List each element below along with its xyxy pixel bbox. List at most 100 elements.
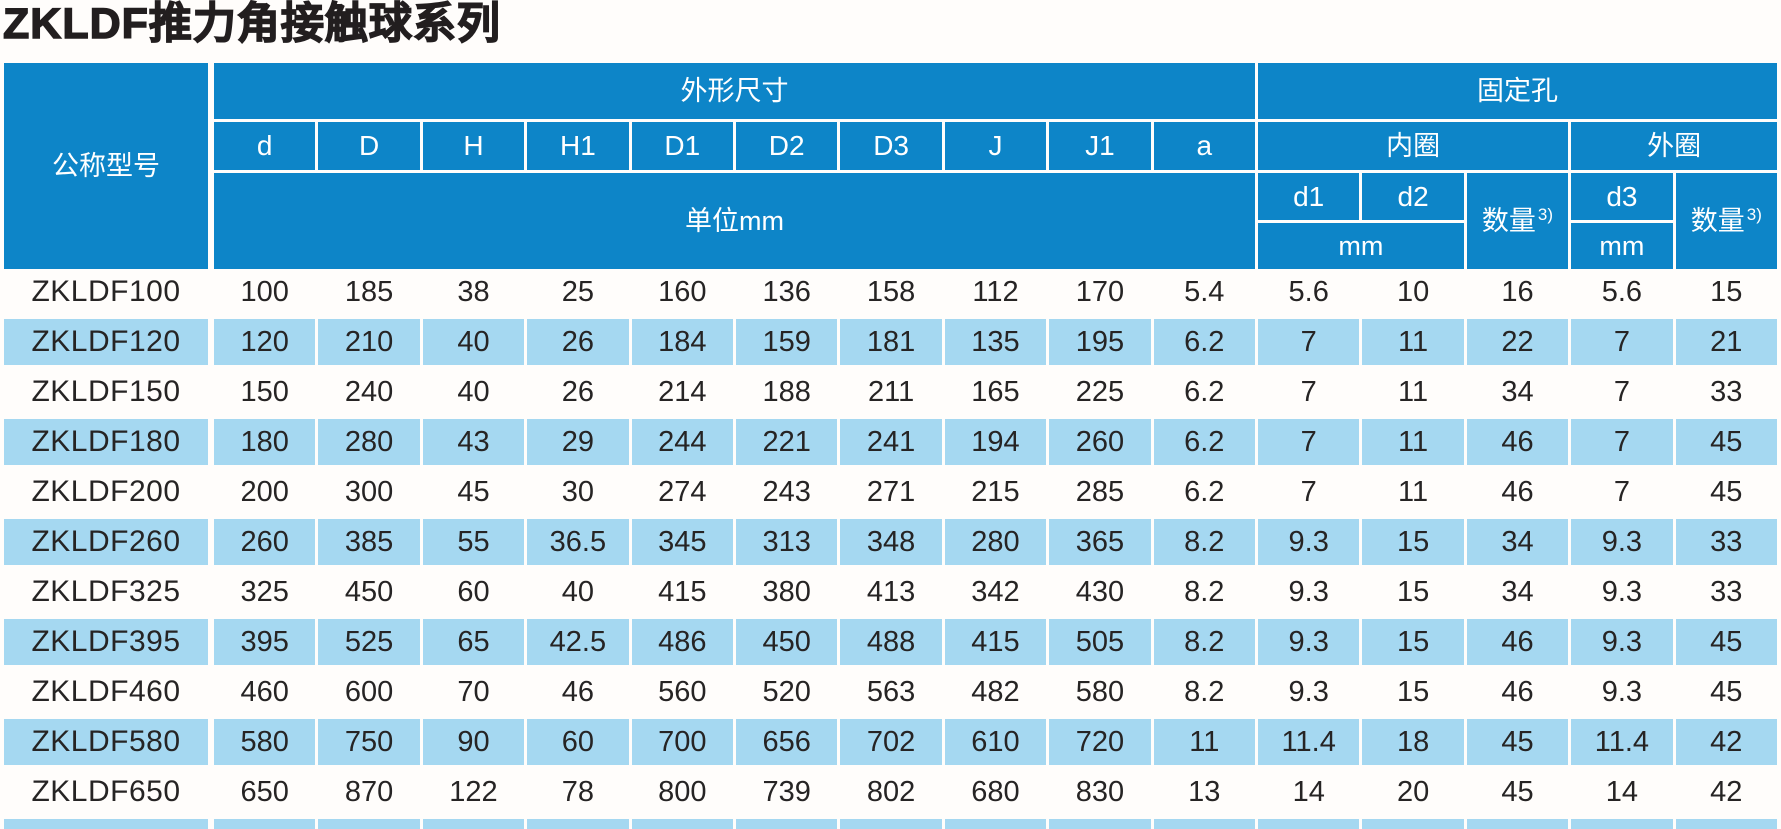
value-cell: 610 xyxy=(944,719,1047,766)
model-cell: ZKLDF100 xyxy=(31,275,181,309)
value-cell: 14 xyxy=(1605,775,1639,808)
header-col-D3: D3 xyxy=(840,122,942,171)
value-cell: 45 xyxy=(1710,475,1743,508)
value-cell: 395 xyxy=(214,619,316,666)
header-model: 公称型号 xyxy=(4,63,208,270)
value-cell: 380 xyxy=(762,575,811,608)
value-cell: 45 xyxy=(1466,719,1569,766)
value-cell: 9.3 xyxy=(1258,619,1360,666)
header-col-H: H xyxy=(422,122,525,171)
value-cell: 22 xyxy=(1466,319,1569,366)
value-cell: 55 xyxy=(422,519,525,566)
value-cell xyxy=(1258,819,1360,829)
value-cell: 46 xyxy=(1501,675,1534,708)
value-cell: 520 xyxy=(762,675,811,708)
value-cell: 46 xyxy=(561,675,595,708)
value-cell: 100 xyxy=(240,275,289,308)
value-cell: 34 xyxy=(1501,575,1534,608)
value-cell: 45 xyxy=(1710,675,1743,708)
value-cell: 18 xyxy=(1362,719,1464,766)
qty-label: 数量 xyxy=(1481,205,1536,236)
value-cell xyxy=(1153,819,1255,829)
value-cell: 241 xyxy=(840,419,942,466)
table-row-partial xyxy=(4,819,1777,829)
value-cell xyxy=(1571,819,1673,829)
value-cell: 15 xyxy=(1710,275,1743,308)
header-col-d1: d1 xyxy=(1258,173,1360,221)
value-cell: 5.6 xyxy=(1601,275,1643,308)
value-cell: 33 xyxy=(1675,519,1777,566)
value-cell: 9.3 xyxy=(1288,575,1329,608)
value-cell: 415 xyxy=(658,575,707,608)
value-cell: 243 xyxy=(762,475,811,508)
value-cell: 30 xyxy=(561,475,595,508)
value-cell: 214 xyxy=(658,375,707,408)
value-cell: 42 xyxy=(1710,775,1743,808)
value-cell: 7 xyxy=(1300,475,1317,508)
value-cell xyxy=(1049,819,1151,829)
value-cell: 184 xyxy=(631,319,733,366)
table-row: ZKLDF200 200 300 45 30 274 243 271 215 285 6.2 7 11 4… xyxy=(4,469,1777,515)
value-cell: 580 xyxy=(214,719,316,766)
value-cell: 45 xyxy=(457,475,490,508)
table-row: ZKLDF100 100 185 38 25 160 136 158 112 170 5.4 5.6 1… xyxy=(4,269,1777,315)
value-cell: 46 xyxy=(1501,475,1534,508)
value-cell: 325 xyxy=(240,575,289,608)
value-cell: 160 xyxy=(658,275,707,308)
value-cell: 78 xyxy=(561,775,595,808)
header-group-dimensions: 外形尺寸 xyxy=(214,63,1255,120)
value-cell: 274 xyxy=(658,475,707,508)
value-cell: 600 xyxy=(344,675,394,708)
value-cell: 46 xyxy=(1466,619,1569,666)
table-row: ZKLDF580 580 750 90 60 700 656 702 610 720 11 11.4 1… xyxy=(4,719,1777,766)
value-cell: 150 xyxy=(240,375,289,408)
value-cell: 488 xyxy=(840,619,942,666)
value-cell: 720 xyxy=(1049,719,1151,766)
value-cell: 38 xyxy=(457,275,490,308)
table-row: ZKLDF650 650 870 122 78 800 739 802 680 830 13 14 20… xyxy=(4,769,1777,815)
value-cell: 60 xyxy=(457,575,490,608)
value-cell: 25 xyxy=(561,275,595,308)
model-cell: ZKLDF150 xyxy=(31,375,181,409)
value-cell: 460 xyxy=(240,675,289,708)
value-cell: 60 xyxy=(527,719,629,766)
value-cell: 34 xyxy=(1466,519,1569,566)
value-cell xyxy=(1675,819,1777,829)
value-cell: 40 xyxy=(457,375,490,408)
value-cell: 482 xyxy=(971,675,1020,708)
value-cell: 33 xyxy=(1710,575,1743,608)
value-cell: 195 xyxy=(1049,319,1151,366)
value-cell: 211 xyxy=(867,375,915,408)
value-cell: 9.3 xyxy=(1601,575,1643,608)
value-cell: 5.6 xyxy=(1288,275,1329,308)
value-cell: 260 xyxy=(1049,419,1151,466)
value-cell: 280 xyxy=(944,519,1047,566)
value-cell: 7 xyxy=(1571,319,1673,366)
value-cell: 525 xyxy=(318,619,420,666)
value-cell: 800 xyxy=(658,775,707,808)
header-col-J: J xyxy=(944,122,1047,171)
header-mm-inner: mm xyxy=(1258,223,1464,270)
value-cell: 5.4 xyxy=(1184,275,1225,308)
value-cell: 8.2 xyxy=(1184,675,1225,708)
value-cell: 8.2 xyxy=(1153,519,1255,566)
value-cell: 9.3 xyxy=(1258,519,1360,566)
value-cell: 240 xyxy=(344,375,394,408)
value-cell: 415 xyxy=(944,619,1047,666)
value-cell: 680 xyxy=(971,775,1020,808)
value-cell: 159 xyxy=(736,319,838,366)
value-cell: 42.5 xyxy=(527,619,629,666)
value-cell: 9.3 xyxy=(1571,519,1673,566)
value-cell: 120 xyxy=(214,319,316,366)
value-cell: 165 xyxy=(971,375,1020,408)
value-cell: 11 xyxy=(1153,719,1255,766)
value-cell: 11 xyxy=(1362,319,1464,366)
header-col-J1: J1 xyxy=(1049,122,1151,171)
value-cell: 185 xyxy=(344,275,394,308)
value-cell: 45 xyxy=(1501,775,1534,808)
value-cell: 739 xyxy=(762,775,811,808)
value-cell: 313 xyxy=(736,519,838,566)
value-cell: 7 xyxy=(1571,419,1673,466)
value-cell: 13 xyxy=(1188,775,1221,808)
value-cell: 702 xyxy=(840,719,942,766)
